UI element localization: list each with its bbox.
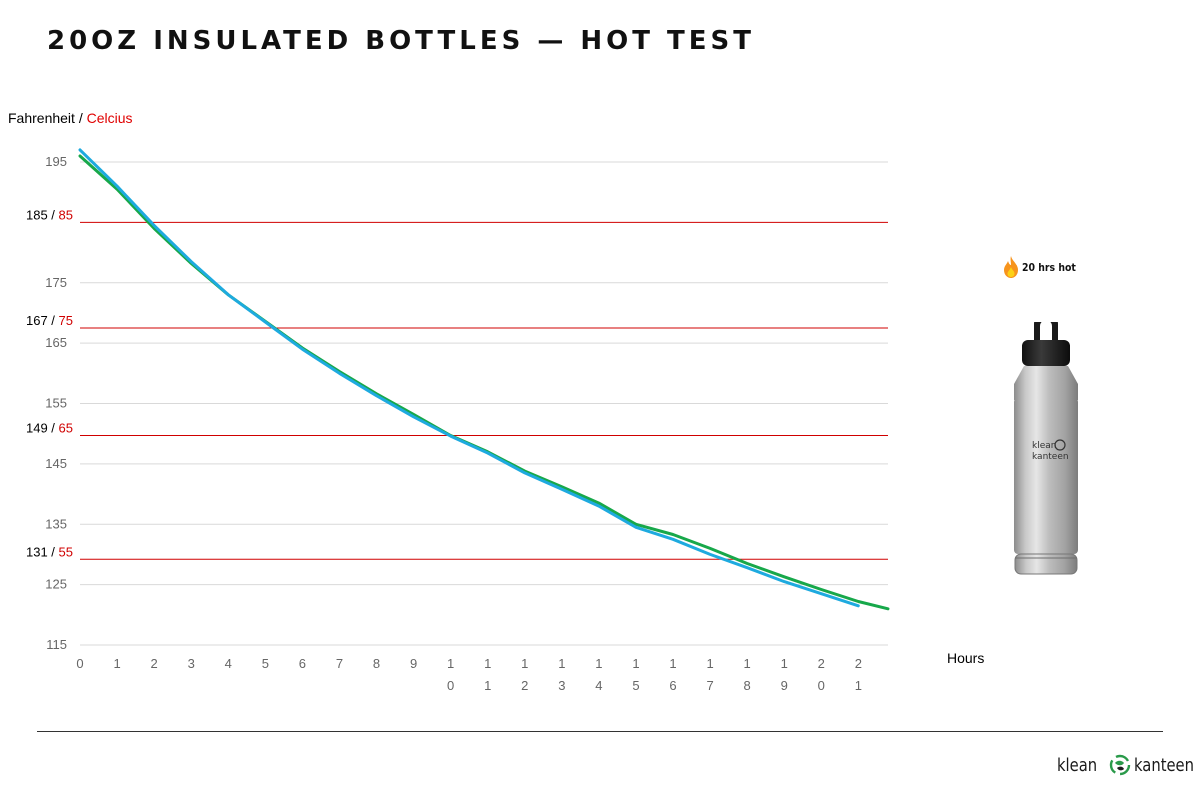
y-tick-label: 125	[45, 577, 67, 592]
x-tick-label: 8	[744, 678, 751, 693]
x-tick-label: 2	[521, 678, 528, 693]
x-tick-label: 2	[818, 656, 825, 671]
flame-icon	[1004, 256, 1018, 278]
y-tick-label: 175	[45, 275, 67, 290]
x-tick-label: 3	[558, 678, 565, 693]
x-tick-label: 1	[855, 678, 862, 693]
series-line	[78, 154, 890, 611]
y-tick-label: 195	[45, 154, 67, 169]
y-tick-label: 115	[46, 637, 67, 652]
bottle-image: klean kanteen	[1014, 322, 1078, 575]
x-tick-label: 1	[484, 678, 491, 693]
x-tick-label: 7	[706, 678, 713, 693]
x-tick-label: 1	[781, 656, 788, 671]
x-tick-label: 1	[632, 656, 639, 671]
logo-text-left: klean	[1057, 754, 1098, 776]
x-tick-label: 0	[76, 656, 83, 671]
x-tick-label: 1	[521, 656, 528, 671]
x-tick-label: 2	[855, 656, 862, 671]
x-tick-label: 1	[113, 656, 120, 671]
badge-text: 20 hrs hot	[1022, 260, 1076, 274]
x-tick-label: 1	[706, 656, 713, 671]
x-tick-label: 6	[299, 656, 306, 671]
logo-text-right: kanteen	[1133, 754, 1194, 776]
series-line	[78, 148, 860, 608]
x-axis-label: Hours	[947, 650, 985, 666]
x-tick-label: 1	[484, 656, 491, 671]
x-tick-label: 5	[262, 656, 269, 671]
x-tick-label: 9	[410, 656, 417, 671]
x-tick-label: 8	[373, 656, 380, 671]
y-axis-label-fahrenheit: Fahrenheit	[8, 110, 75, 126]
klean-kanteen-logo: klean kanteen ®	[1057, 754, 1200, 776]
x-tick-label: 9	[781, 678, 788, 693]
x-tick-label: 1	[744, 656, 751, 671]
y-axis-label-celsius: Celcius	[86, 110, 133, 126]
reference-line-label: 131 / 55	[26, 544, 73, 559]
x-tick-label: 4	[225, 656, 232, 671]
bottle-brand-line2: kanteen	[1032, 452, 1069, 462]
bottle-logo-icon	[1054, 439, 1066, 451]
hot-duration-badge: 20 hrs hot	[1003, 256, 1085, 278]
x-tick-label: 1	[558, 656, 565, 671]
y-axis-label: Fahrenheit / Celcius	[8, 110, 133, 126]
x-tick-label: 3	[188, 656, 195, 671]
chart-title: 20OZ INSULATED BOTTLES — HOT TEST	[47, 26, 756, 56]
x-tick-label: 4	[595, 678, 602, 693]
reference-line-label: 149 / 65	[26, 420, 73, 435]
x-tick-label: 7	[336, 656, 343, 671]
y-tick-label: 155	[45, 396, 67, 411]
x-tick-label: 1	[669, 656, 676, 671]
y-axis-label-separator: /	[74, 110, 87, 126]
x-tick-label: 1	[447, 656, 454, 671]
footer-divider	[37, 731, 1163, 732]
reference-line-label: 185 / 85	[26, 207, 73, 222]
reference-line-label: 167 / 75	[26, 313, 73, 328]
y-tick-label: 135	[45, 516, 67, 531]
x-tick-label: 6	[669, 678, 676, 693]
x-tick-label: 1	[595, 656, 602, 671]
x-tick-label: 5	[632, 678, 639, 693]
globe-logo-icon	[1109, 754, 1131, 776]
bottle-brand-line1: klean	[1032, 441, 1056, 451]
y-tick-label: 145	[45, 456, 67, 471]
x-tick-label: 0	[818, 678, 825, 693]
x-tick-label: 0	[447, 678, 454, 693]
y-tick-label: 165	[45, 335, 67, 350]
x-tick-label: 2	[151, 656, 158, 671]
